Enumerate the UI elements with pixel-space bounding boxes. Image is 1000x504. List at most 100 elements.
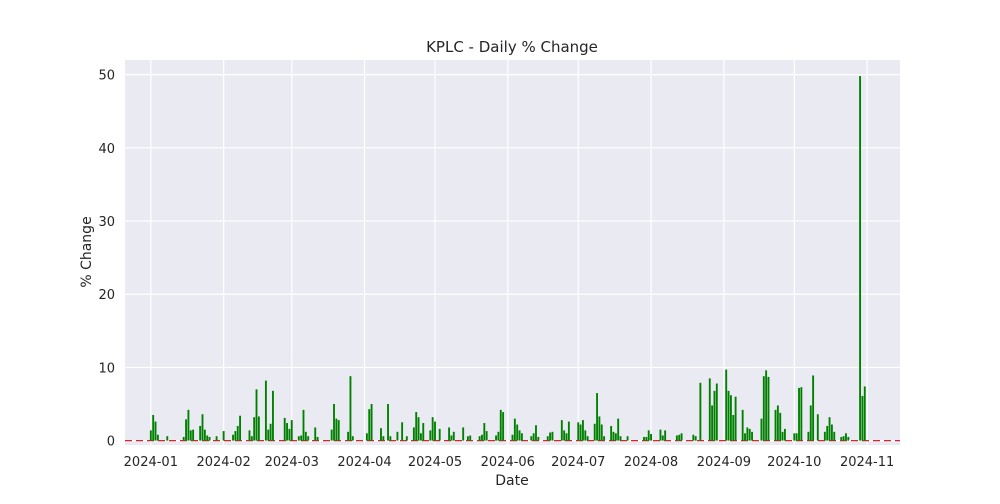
- bar: [499, 409, 502, 441]
- bar: [380, 428, 382, 441]
- bar: [751, 431, 753, 441]
- bar: [434, 421, 436, 441]
- bar: [861, 395, 864, 441]
- x-tick-label: 2024-10: [767, 455, 821, 470]
- bar: [678, 434, 681, 441]
- bar: [699, 382, 702, 441]
- bar: [185, 419, 187, 441]
- bar: [389, 436, 392, 441]
- bar: [452, 431, 455, 441]
- bar: [626, 436, 629, 441]
- bar: [551, 431, 554, 441]
- bar: [774, 409, 777, 441]
- bar: [809, 405, 812, 441]
- bar: [239, 415, 242, 441]
- bar: [192, 429, 195, 441]
- bar: [429, 430, 432, 441]
- bar: [483, 423, 486, 441]
- bar: [215, 436, 218, 441]
- bar: [288, 428, 291, 441]
- bars: [149, 76, 866, 441]
- bar: [485, 431, 488, 441]
- bar: [419, 433, 422, 441]
- bar: [842, 436, 845, 441]
- bar: [659, 429, 662, 441]
- bar: [387, 404, 389, 441]
- bar: [166, 436, 169, 441]
- x-tick-label: 2024-03: [265, 455, 319, 470]
- bar: [577, 422, 580, 441]
- bar: [286, 423, 288, 441]
- bar: [450, 435, 453, 441]
- bar: [330, 429, 333, 441]
- bar: [563, 430, 566, 441]
- bar: [208, 436, 211, 441]
- bar: [845, 433, 847, 441]
- bar: [365, 433, 368, 441]
- bar: [431, 417, 434, 441]
- bar: [149, 430, 152, 441]
- bar: [692, 434, 695, 441]
- bar: [405, 436, 408, 441]
- bar: [734, 396, 737, 441]
- bar: [584, 430, 587, 441]
- bar: [795, 433, 798, 441]
- bar: [600, 424, 603, 441]
- bar: [537, 436, 540, 441]
- bar: [708, 378, 711, 441]
- bar: [530, 436, 533, 441]
- bar: [337, 420, 340, 441]
- bar: [250, 436, 253, 441]
- bar: [762, 376, 765, 441]
- bar: [582, 420, 584, 441]
- bar: [840, 436, 843, 441]
- y-tick-label: 40: [98, 142, 115, 157]
- bar: [422, 423, 425, 441]
- bar: [546, 436, 549, 441]
- bar: [647, 430, 650, 441]
- bar: [664, 430, 667, 441]
- y-tick-label: 20: [98, 288, 115, 303]
- bar: [234, 431, 237, 441]
- chart-title: KPLC - Daily % Change: [426, 38, 598, 56]
- bar: [199, 425, 202, 441]
- bar: [643, 436, 645, 441]
- x-tick-label: 2024-02: [196, 455, 250, 470]
- plot-background: [125, 60, 900, 445]
- bar: [516, 424, 519, 441]
- bar: [335, 418, 338, 441]
- bar: [833, 431, 836, 441]
- bar: [518, 430, 521, 441]
- bar: [466, 436, 469, 441]
- bar: [732, 414, 735, 441]
- bar: [382, 436, 385, 441]
- bar: [448, 427, 451, 441]
- bar: [206, 435, 209, 441]
- bar: [863, 386, 866, 441]
- bar: [156, 434, 159, 441]
- bar: [781, 431, 784, 441]
- bar: [333, 404, 335, 441]
- x-tick-label: 2024-05: [408, 455, 462, 470]
- bar: [264, 380, 267, 441]
- bar: [203, 429, 206, 441]
- bar: [236, 425, 239, 441]
- bar: [746, 427, 749, 441]
- bar: [617, 418, 620, 441]
- x-tick-label: 2024-09: [697, 455, 751, 470]
- bar: [711, 405, 714, 441]
- bar: [401, 422, 404, 441]
- bar: [182, 436, 185, 441]
- bar: [744, 433, 746, 441]
- bar: [619, 436, 622, 441]
- bar: [593, 423, 596, 441]
- bar: [586, 436, 589, 441]
- bar: [713, 390, 716, 441]
- bar: [535, 425, 537, 441]
- bar: [765, 370, 768, 441]
- bar: [565, 433, 568, 441]
- x-tick-label: 2024-11: [840, 455, 894, 470]
- bar: [598, 416, 601, 441]
- bar: [783, 428, 786, 441]
